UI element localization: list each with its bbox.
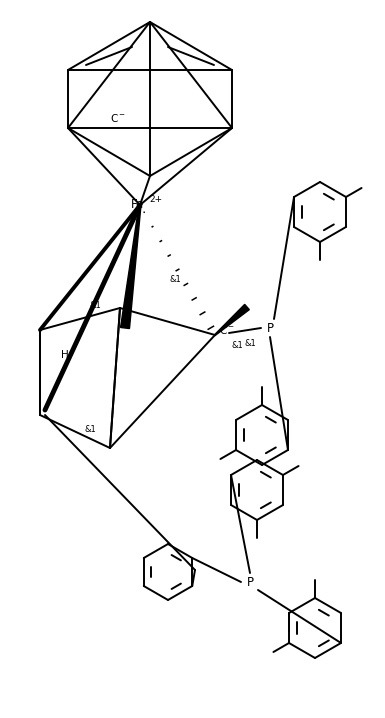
Polygon shape — [121, 205, 141, 329]
Text: C$^-$: C$^-$ — [219, 324, 235, 336]
Text: Fe: Fe — [131, 198, 145, 212]
Text: &1: &1 — [84, 426, 96, 434]
Text: &1: &1 — [244, 338, 256, 348]
Text: &1: &1 — [231, 340, 243, 350]
Text: &1: &1 — [169, 276, 181, 284]
Text: C$^-$: C$^-$ — [110, 112, 126, 124]
Text: P: P — [246, 576, 253, 589]
Polygon shape — [215, 304, 249, 335]
Text: 2+: 2+ — [149, 195, 162, 205]
Text: &1: &1 — [89, 301, 101, 309]
Text: H: H — [61, 350, 69, 360]
Text: P: P — [266, 322, 273, 335]
